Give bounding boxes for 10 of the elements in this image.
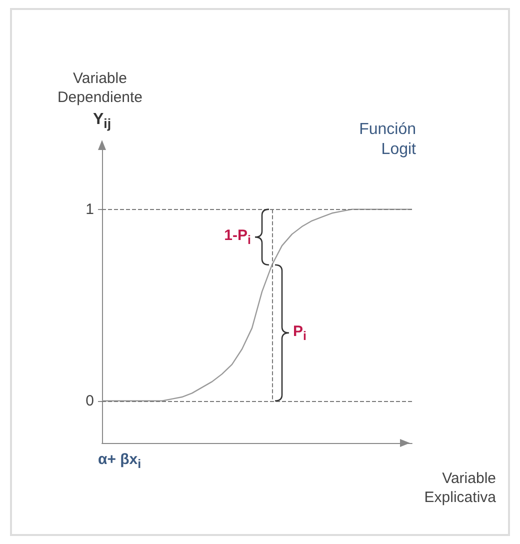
annotation: 1-P$_{i}$ <box>223 227 251 249</box>
text: α+ βx$_{i}$ <box>98 451 142 473</box>
y-tick-label: 0 <box>86 392 94 410</box>
line-series <box>101 208 413 402</box>
text: Y$_{ij}$ <box>92 110 112 133</box>
chart-title: Función Logit <box>358 120 416 160</box>
x-axis-title: Variable Explicativa <box>423 470 496 508</box>
y-axis-title: Variable Dependiente <box>56 70 144 108</box>
annotation: P$_{i}$ <box>293 322 308 344</box>
y-tick-label: 1 <box>86 200 94 218</box>
